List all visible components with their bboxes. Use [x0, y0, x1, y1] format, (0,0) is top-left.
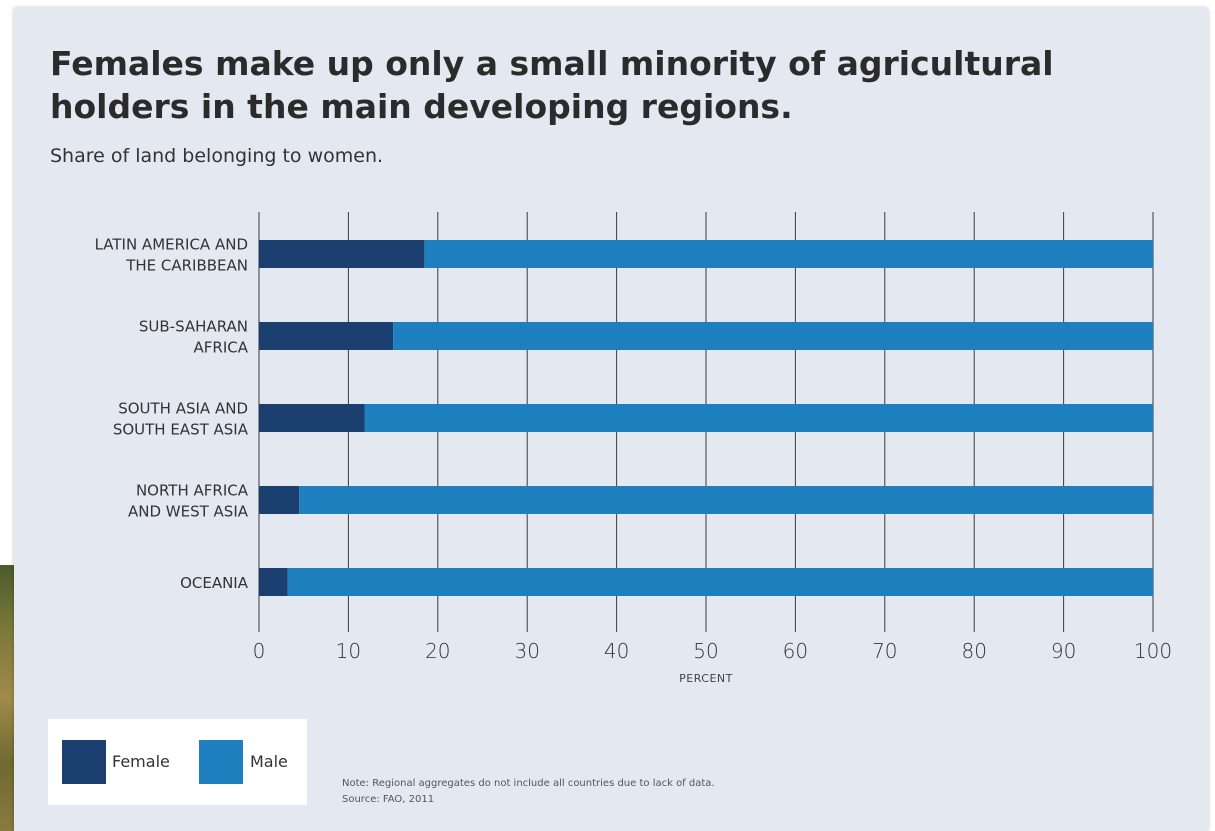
x-axis-label: PERCENT: [679, 672, 733, 685]
x-tick-label: 10: [336, 639, 361, 663]
bar-chart: 0 10 20 30 40 50 60 70 80 90 100 PERCENT LATIN AMERI…: [95, 212, 1172, 685]
x-tick-label: 50: [693, 639, 718, 663]
legend-label-female: Female: [112, 752, 170, 771]
bar-male: [287, 568, 1153, 596]
bar-female: [259, 322, 394, 350]
chart-subtitle: Share of land belonging to women.: [50, 145, 384, 167]
bar-female: [259, 404, 365, 432]
bar-male: [424, 240, 1153, 268]
note-line: Note: Regional aggregates do not include…: [342, 778, 715, 789]
chart-title: Females make up only a small minority of…: [50, 44, 1054, 126]
source-line: Source: FAO, 2011: [342, 794, 435, 805]
bar-male: [299, 486, 1154, 514]
legend: Female Male: [48, 719, 307, 805]
chart-panel: Females make up only a small minority of…: [14, 8, 1208, 831]
x-tick-label: 90: [1051, 639, 1076, 663]
x-tick-label: 40: [604, 639, 629, 663]
footnote: Note: Regional aggregates do not include…: [342, 776, 715, 808]
category-label: SOUTH EAST ASIA: [113, 421, 249, 439]
x-tick-label: 100: [1134, 639, 1172, 663]
legend-swatch-male: [199, 740, 243, 784]
x-tick-label: 80: [961, 639, 986, 663]
category-label: OCEANIA: [180, 574, 249, 592]
bar-male: [364, 404, 1153, 432]
x-tick-label: 30: [514, 639, 539, 663]
category-label: AFRICA: [194, 339, 249, 357]
bar-male: [393, 322, 1154, 350]
category-label: THE CARIBBEAN: [125, 257, 248, 275]
category-label: AND WEST ASIA: [128, 503, 249, 521]
category-label: NORTH AFRICA: [136, 482, 249, 500]
category-label: SUB-SAHARAN: [139, 318, 248, 336]
x-tick-label: 20: [425, 639, 450, 663]
bar-female: [259, 240, 425, 268]
x-tick-label: 70: [872, 639, 897, 663]
x-tick-label: 0: [253, 639, 266, 663]
category-label: SOUTH ASIA AND: [118, 400, 248, 418]
bar-female: [259, 568, 288, 596]
category-label: LATIN AMERICA AND: [95, 236, 248, 254]
legend-label-male: Male: [250, 752, 288, 771]
x-tick-label: 60: [783, 639, 808, 663]
legend-swatch-female: [62, 740, 106, 784]
bar-female: [259, 486, 300, 514]
